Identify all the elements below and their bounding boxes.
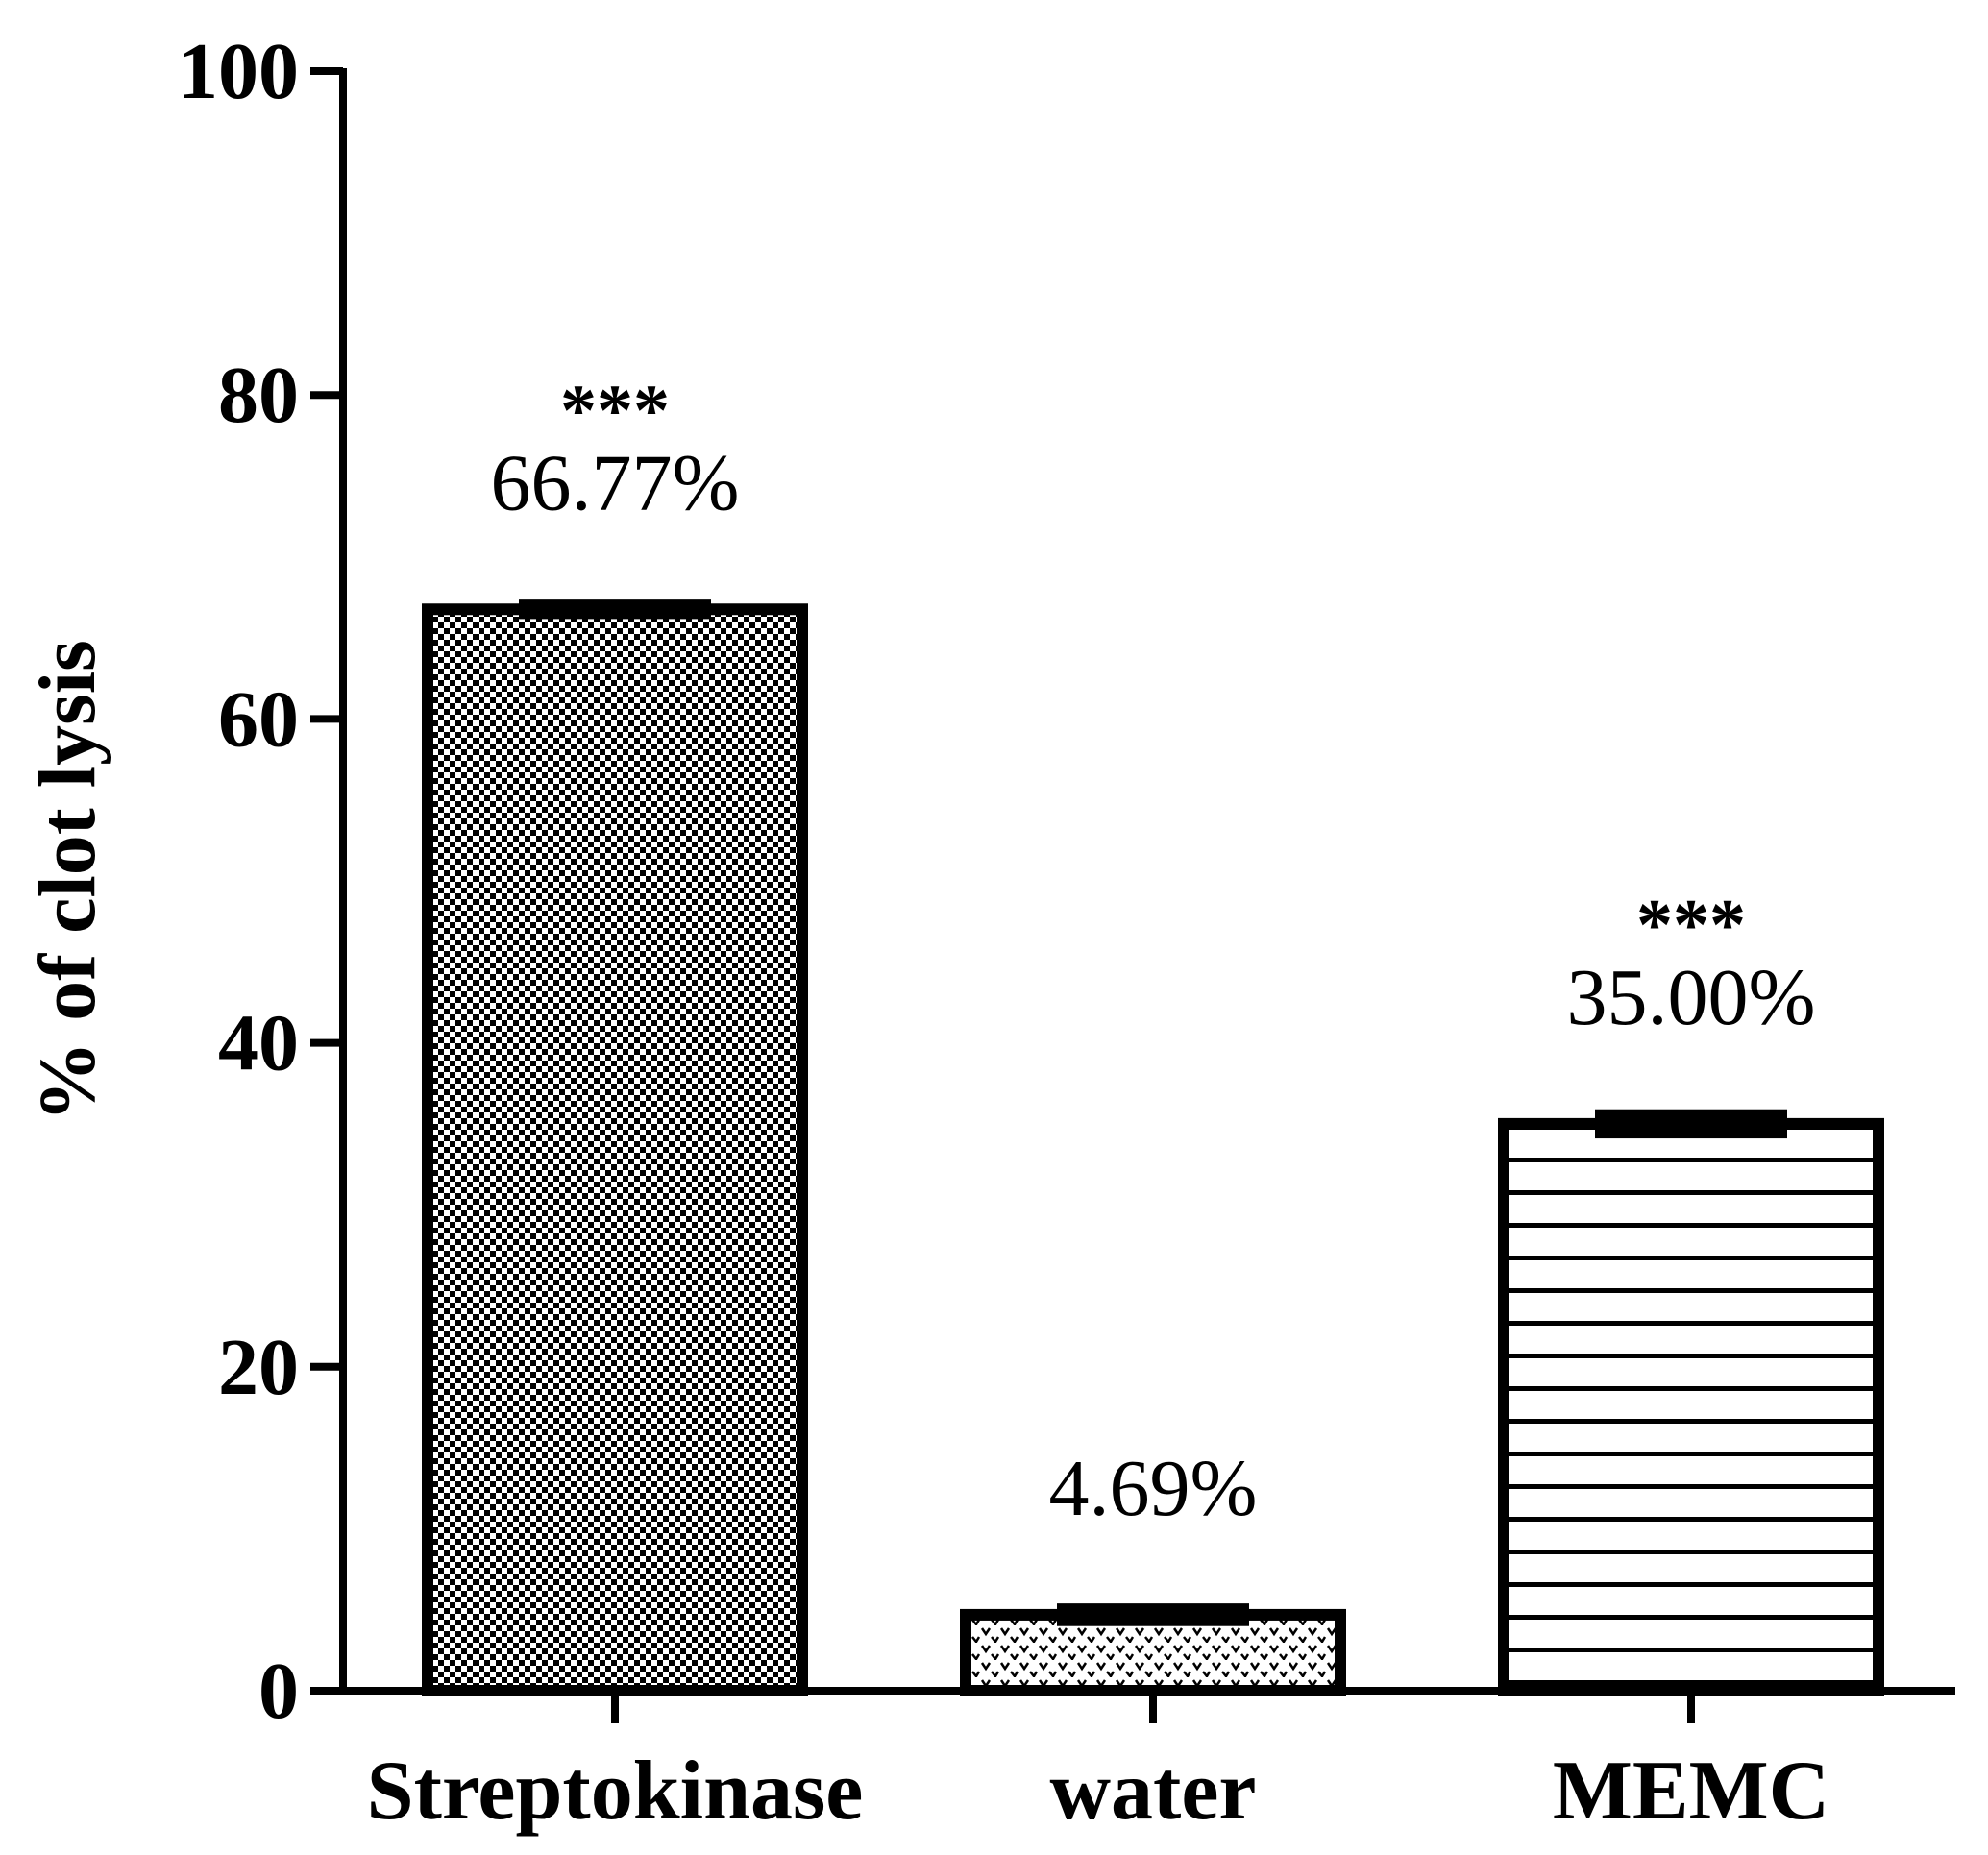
bar-water (960, 1608, 1346, 1697)
error-bar-streptokinase (519, 599, 711, 620)
y-tick-label: 80 (218, 351, 299, 440)
y-axis-title: % of clot lysis (23, 640, 112, 1122)
bar-memc (1498, 1117, 1884, 1696)
y-tick-label: 0 (258, 1647, 299, 1736)
y-tick-label: 40 (218, 999, 299, 1088)
x-tick-label-water: water (1050, 1745, 1257, 1838)
y-tick-label: 60 (218, 674, 299, 764)
error-bar-memc (1595, 1109, 1787, 1139)
y-tick-label: 100 (178, 27, 299, 116)
significance-label-streptokinase: *** (560, 370, 670, 451)
x-tick-label-streptokinase: Streptokinase (367, 1745, 864, 1838)
x-tick-label-memc: MEMC (1553, 1745, 1829, 1838)
data-label-streptokinase: 66.77% (491, 438, 740, 527)
data-label-water: 4.69% (1049, 1444, 1258, 1533)
significance-label-memc: *** (1636, 885, 1746, 965)
data-label-memc: 35.00% (1567, 953, 1816, 1042)
y-tick-label: 20 (218, 1323, 299, 1412)
bar-streptokinase (422, 603, 808, 1696)
error-bar-water (1057, 1603, 1249, 1626)
